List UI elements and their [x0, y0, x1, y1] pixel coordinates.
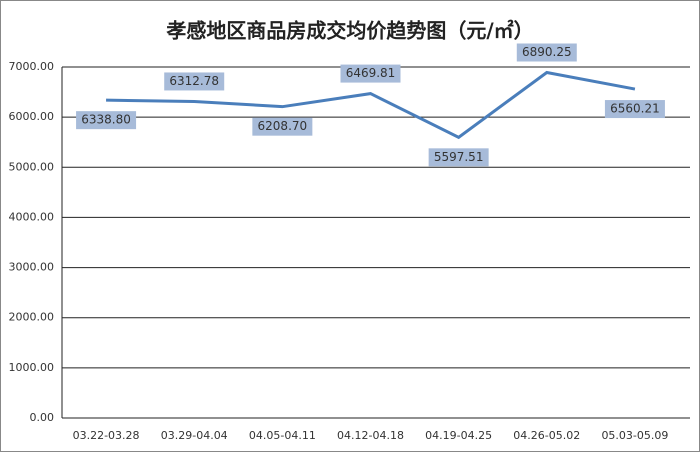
y-tick-label: 0.00: [30, 411, 55, 424]
data-label: 6890.25: [522, 45, 572, 59]
data-label: 6560.21: [610, 102, 660, 116]
chart-title: 孝感地区商品房成交均价趋势图（元/㎡）: [165, 19, 533, 43]
data-label-box: [604, 100, 665, 119]
data-label-box: [76, 111, 137, 130]
data-label-box: [516, 43, 577, 62]
x-tick-label: 04.05-04.11: [249, 429, 316, 442]
data-label: 6338.80: [81, 113, 131, 127]
data-label: 6208.70: [258, 119, 308, 133]
y-tick-label: 4000.00: [9, 210, 55, 223]
data-label-box: [428, 148, 489, 167]
y-tick-label: 2000.00: [9, 311, 55, 324]
x-tick-label: 04.12-04.18: [337, 429, 404, 442]
data-label-box: [340, 64, 401, 83]
data-label: 6312.78: [169, 74, 219, 88]
line: [106, 70, 636, 140]
data-label-box: [252, 117, 313, 136]
data-label-box: [164, 72, 225, 91]
data-label: 5597.51: [434, 150, 484, 164]
x-tick-label: 03.29-04.04: [161, 429, 228, 442]
y-tick-label: 1000.00: [9, 361, 55, 374]
y-tick-label: 6000.00: [9, 110, 55, 123]
x-tick-label: 04.26-05.02: [513, 429, 580, 442]
x-tick-label: 05.03-05.09: [601, 429, 668, 442]
y-tick-label: 5000.00: [9, 160, 55, 173]
y-tick-label: 7000.00: [9, 60, 55, 73]
x-tick-label: 04.19-04.25: [425, 429, 492, 442]
x-tick-label: 03.22-03.28: [73, 429, 140, 442]
data-label: 6469.81: [346, 66, 396, 80]
y-tick-label: 3000.00: [9, 261, 55, 274]
